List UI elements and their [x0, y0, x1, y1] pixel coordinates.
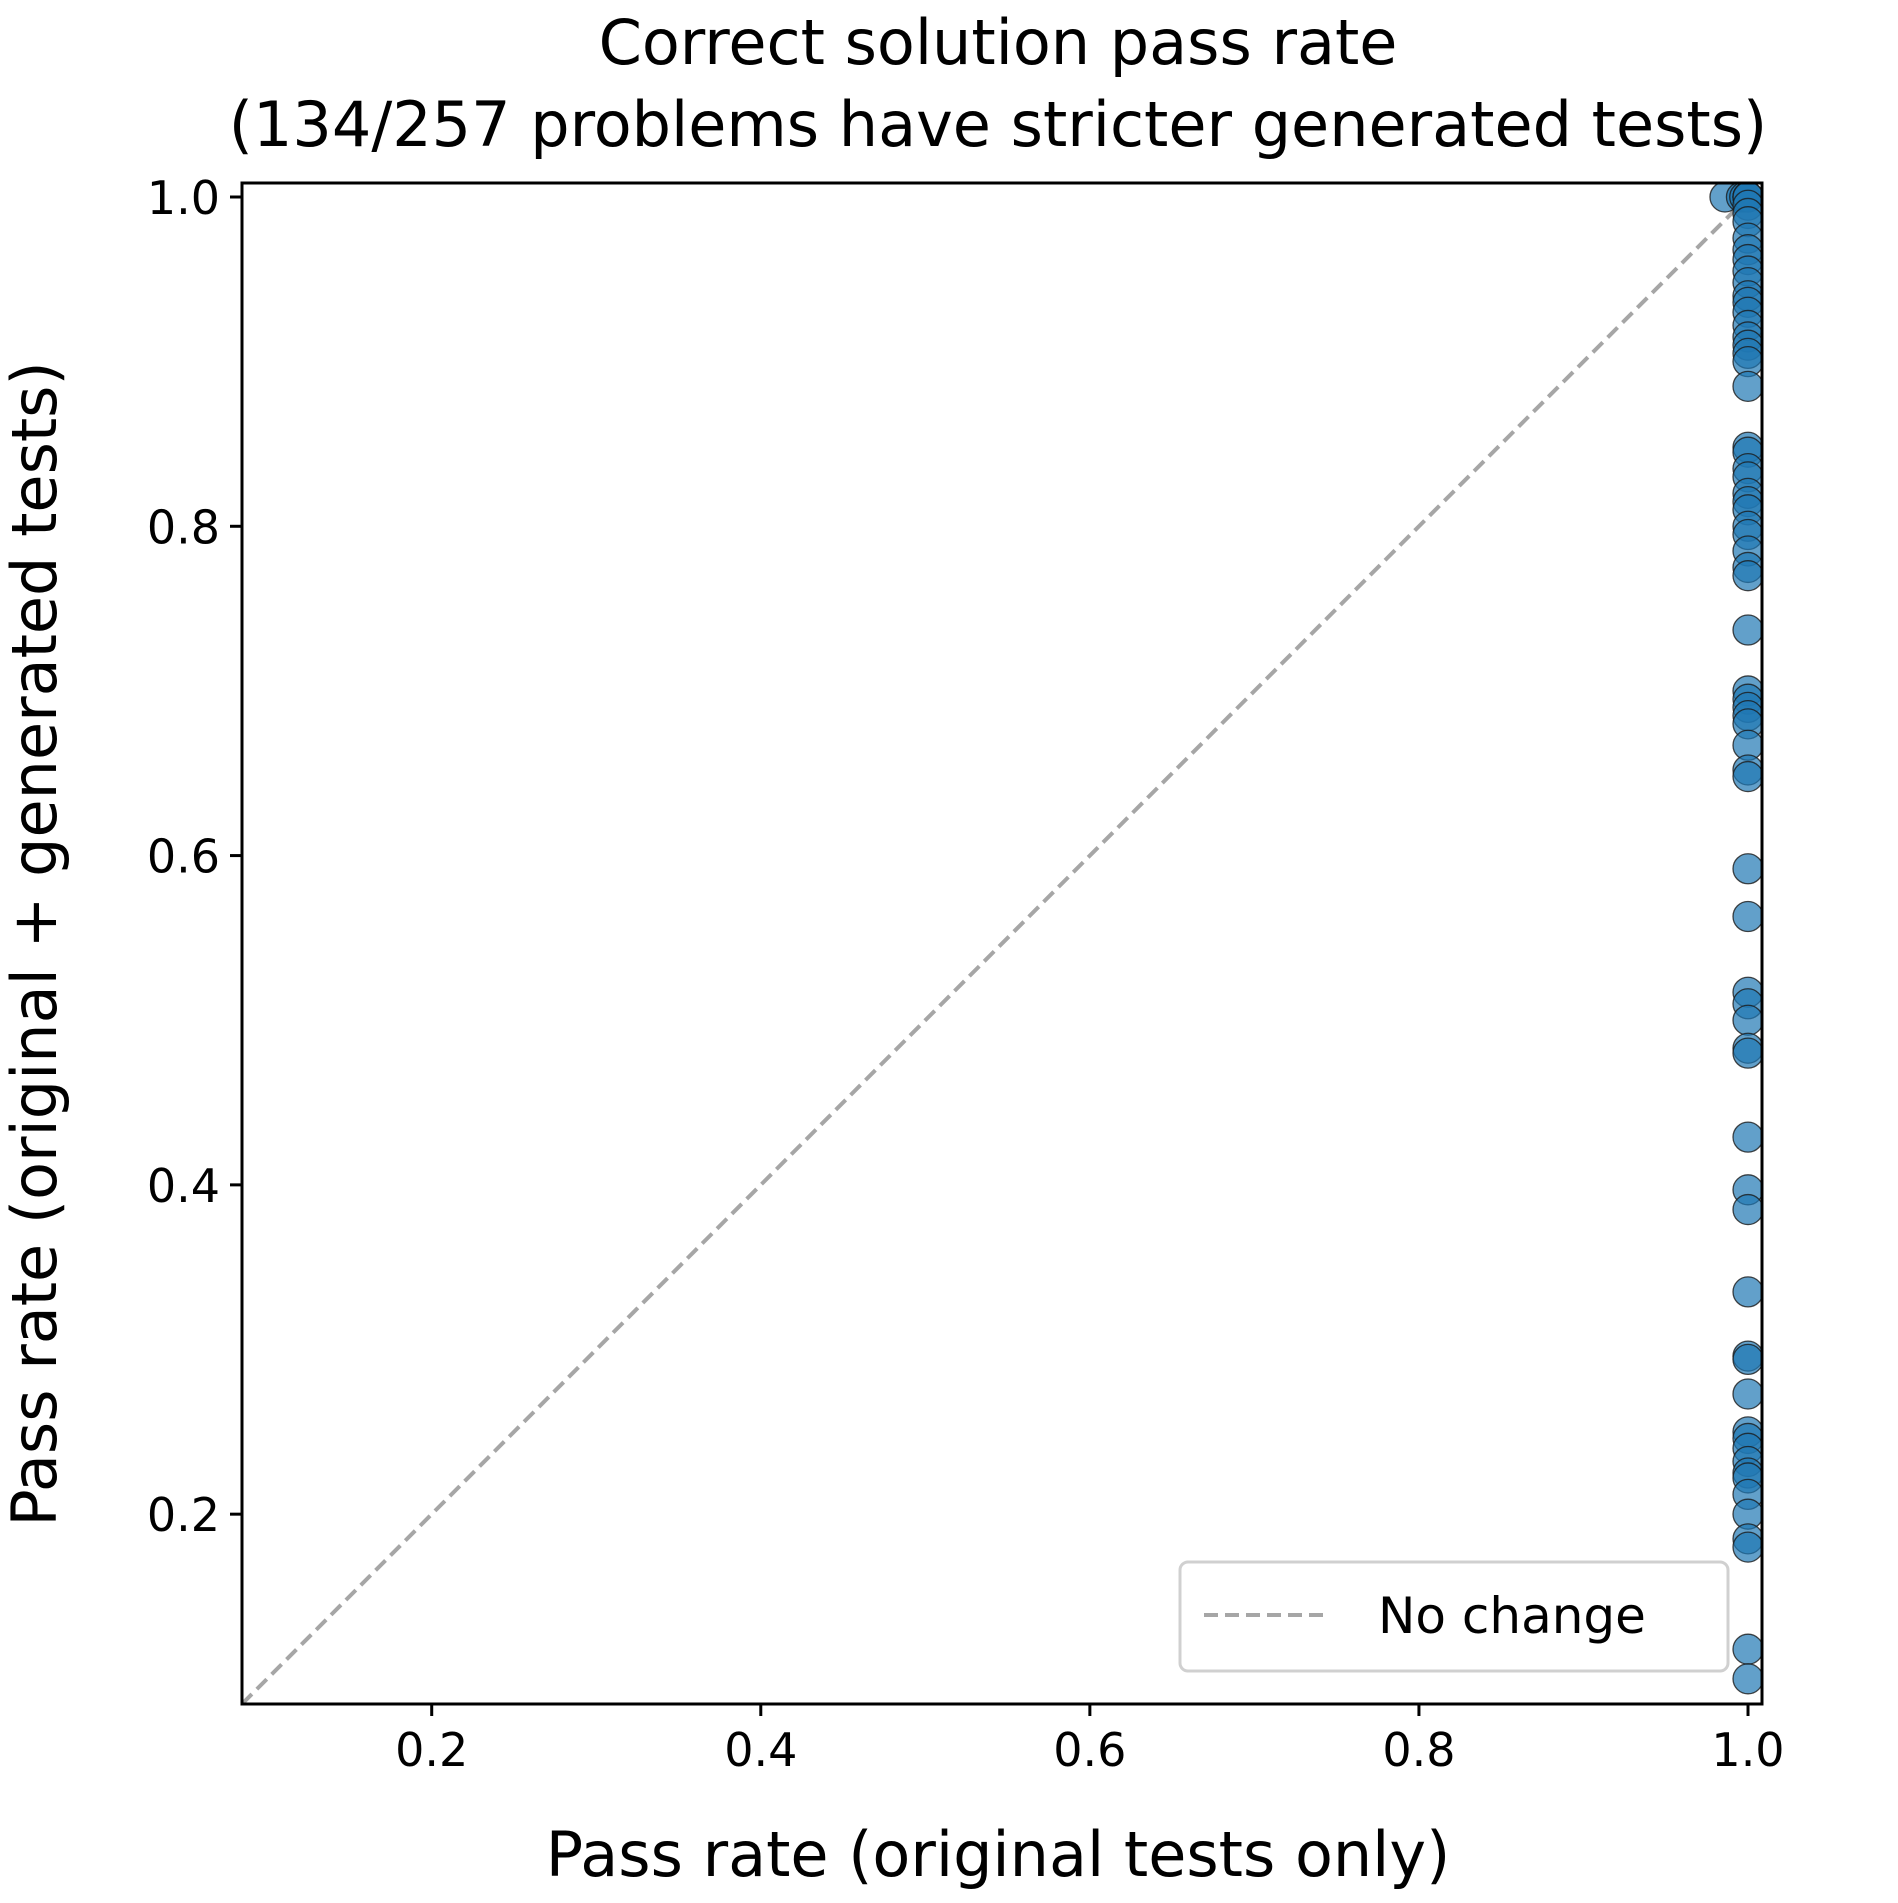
scatter-point-0-43	[1732, 760, 1762, 793]
scatter-point-0-34	[1732, 560, 1762, 592]
legend-entry-no-change: No change	[1378, 1587, 1646, 1645]
x-tick-label-3: 0.8	[1382, 1723, 1455, 1777]
scatter-point-0-67	[1732, 1531, 1762, 1563]
chart-title-line-2: (134/257 problems have stricter generate…	[229, 88, 1767, 161]
scatter-point-0-57	[1732, 1378, 1762, 1410]
scatter-point-0-68	[1732, 1633, 1762, 1665]
plot-inner	[242, 183, 1762, 1704]
x-tick-label-4: 1.0	[1711, 1723, 1784, 1777]
y-tick-label-0: 0.2	[147, 1488, 220, 1542]
x-tick-label-1: 0.4	[724, 1723, 797, 1777]
scatter-point-0-22	[1732, 370, 1762, 402]
chart-title-line-1: Correct solution pass rate	[599, 6, 1398, 79]
scatter-point-0-48	[1732, 1004, 1762, 1036]
x-axis-label: Pass rate (original tests only)	[546, 1818, 1451, 1891]
y-tick-label-2: 0.6	[147, 830, 220, 884]
y-tick-label-3: 0.8	[147, 500, 220, 554]
scatter-point-0-50	[1732, 1037, 1762, 1069]
scatter-point-0-54	[1732, 1276, 1762, 1308]
legend: No change	[1178, 1560, 1730, 1673]
plot-area	[240, 181, 1764, 1706]
x-tick-label-0: 0.2	[395, 1723, 468, 1777]
scatter-point-0-53	[1732, 1193, 1762, 1226]
scatter-point-0-44	[1732, 853, 1762, 885]
axis-ticks: 0.2 0.4 0.6 0.8 1.0 0.2 0.4 0.6 0.8 1.0	[147, 171, 1785, 1777]
x-tick-label-2: 0.6	[1053, 1723, 1126, 1777]
scatter-point-0-51	[1732, 1121, 1762, 1153]
scatter-point-0-35	[1732, 614, 1762, 646]
axes-frame	[240, 181, 1764, 1706]
y-tick-label-1: 0.4	[147, 1159, 220, 1213]
scatter-point-0-69	[1732, 1663, 1762, 1695]
no-change-line	[242, 195, 1750, 1704]
y-axis-label: Pass rate (original + generated tests)	[0, 361, 71, 1526]
y-tick-label-4: 1.0	[147, 171, 220, 225]
scatter-point-0-45	[1732, 900, 1762, 933]
scatter-point-0-56	[1732, 1343, 1762, 1376]
legend-box	[1178, 1560, 1730, 1673]
